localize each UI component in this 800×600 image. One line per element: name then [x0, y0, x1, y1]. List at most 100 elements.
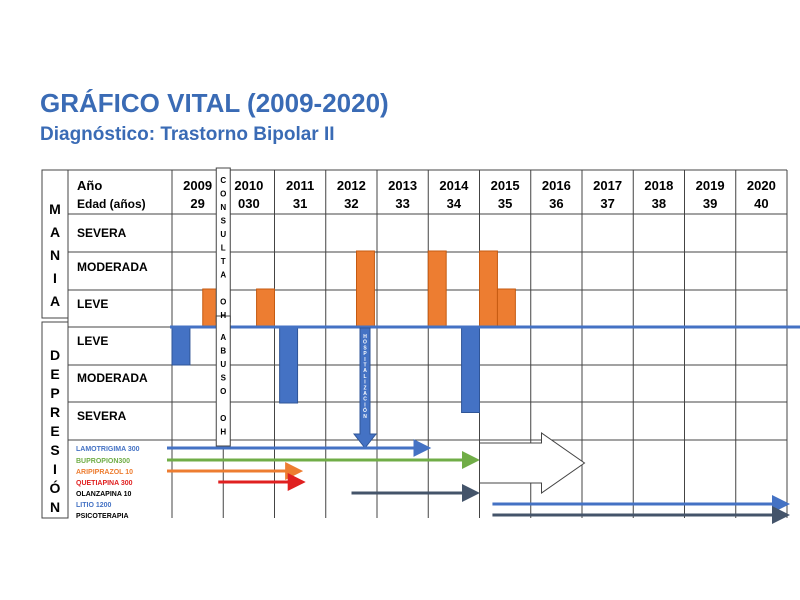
event-letter: T	[363, 363, 366, 369]
treatment-label: PSICOTERAPIA	[76, 513, 129, 520]
age-tick-label: 35	[498, 196, 512, 211]
age-tick-label: 37	[600, 196, 614, 211]
age-tick-label: 40	[754, 196, 768, 211]
depression-side-letter: P	[50, 385, 59, 401]
depression-episode-bar	[171, 326, 191, 366]
severity-level-label: MODERADA	[77, 260, 148, 274]
event-letter: O	[220, 298, 226, 307]
year-tick-label: 2009	[183, 178, 212, 193]
age-tick-label: 38	[652, 196, 666, 211]
depression-episode-bar	[279, 326, 299, 404]
event-letter: H	[220, 428, 226, 437]
event-letter: A	[363, 368, 367, 374]
year-tick-label: 2019	[696, 178, 725, 193]
page-title: GRÁFICO VITAL (2009-2020)	[40, 88, 389, 118]
depression-side-letter: N	[50, 499, 60, 515]
depression-side-letter: S	[50, 442, 59, 458]
event-letter: I	[364, 380, 366, 386]
year-tick-label: 2010	[234, 178, 263, 193]
year-tick-label: 2011	[286, 178, 314, 193]
depression-side-letter: E	[50, 423, 59, 439]
event-letter: N	[363, 414, 367, 420]
severity-level-label: SEVERA	[77, 409, 127, 423]
year-tick-label: 2012	[337, 178, 366, 193]
depression-side-letter: I	[53, 461, 57, 477]
event-letter: U	[220, 360, 226, 369]
event-letter: O	[220, 387, 226, 396]
event-letter: O	[363, 340, 367, 346]
mania-episode-bar	[427, 250, 447, 328]
depression-label-box	[41, 321, 69, 519]
event-letter: T	[221, 257, 226, 266]
event-letter: U	[220, 230, 226, 239]
hospitalization-arrow	[352, 327, 378, 449]
event-letter: N	[220, 203, 226, 212]
mania-side-letter: A	[50, 293, 60, 309]
event-marker	[215, 315, 231, 447]
year-tick-label: 2020	[747, 178, 776, 193]
event-letter: B	[220, 347, 226, 356]
event-letter: P	[363, 351, 367, 357]
age-tick-label: 33	[395, 196, 409, 211]
event-letter: O	[220, 414, 226, 423]
event-letter: I	[364, 357, 366, 363]
event-letter: S	[363, 345, 367, 351]
event-letter: A	[363, 391, 367, 397]
age-tick-label: 36	[549, 196, 563, 211]
event-letter: A	[220, 333, 226, 342]
year-tick-label: 2015	[491, 178, 520, 193]
age-tick-label: 39	[703, 196, 717, 211]
depression-side-letter: Ó	[50, 479, 61, 496]
treatment-label: BUPROPION300	[76, 458, 130, 465]
depression-side-letter: E	[50, 366, 59, 382]
event-letter: A	[220, 271, 226, 280]
treatment-label: QUETIAPINA 300	[76, 480, 133, 487]
event-letter: L	[221, 244, 226, 253]
treatment-label: ARIPIPRAZOL 10	[76, 469, 133, 476]
severity-level-label: LEVE	[77, 297, 108, 311]
depression-side-letter: D	[50, 347, 60, 363]
mania-side-letter: N	[50, 247, 60, 263]
event-letter: C	[363, 397, 367, 403]
age-tick-label: 31	[293, 196, 307, 211]
year-tick-label: 2014	[439, 178, 469, 193]
mania-episode-bar	[356, 250, 375, 328]
age-tick-label: 030	[238, 196, 260, 211]
depression-episode-bar	[461, 326, 480, 413]
treatment-label: LITIO 1200	[76, 502, 112, 509]
psychoeducation-arrow	[479, 432, 586, 494]
severity-level-label: MODERADA	[77, 371, 148, 385]
event-letter: Ó	[363, 406, 367, 414]
treatment-label: OLANZAPINA 10	[76, 491, 131, 498]
event-letter: S	[221, 217, 227, 226]
mania-episode-bar	[256, 288, 275, 328]
depression-side-letter: R	[50, 404, 60, 420]
page-subtitle: Diagnóstico: Trastorno Bipolar II	[40, 124, 335, 145]
age-tick-label: 34	[447, 196, 462, 211]
mania-episode-bar	[496, 288, 516, 328]
event-letter: S	[221, 374, 227, 383]
severity-level-label: SEVERA	[77, 226, 127, 240]
age-tick-label: 29	[190, 196, 204, 211]
year-tick-label: 2016	[542, 178, 571, 193]
event-letter: C	[220, 176, 226, 185]
year-tick-label: 2018	[644, 178, 673, 193]
mania-side-letter: I	[53, 270, 57, 286]
age-tick-label: 32	[344, 196, 358, 211]
event-letter: H	[220, 311, 226, 320]
event-letter: H	[363, 334, 367, 340]
severity-level-label: LEVE	[77, 334, 108, 348]
event-letter: I	[364, 402, 366, 408]
header-age-label: Edad (años)	[77, 197, 146, 211]
mania-side-letter: M	[49, 201, 61, 217]
header-year-label: Año	[77, 178, 102, 193]
mania-episode-bar	[479, 250, 498, 328]
year-tick-label: 2017	[593, 178, 622, 193]
mania-label-box	[41, 169, 69, 319]
event-letter: L	[363, 374, 366, 380]
event-letter: O	[220, 190, 226, 199]
year-tick-label: 2013	[388, 178, 417, 193]
treatment-label: LAMOTRIGIMA 300	[76, 446, 140, 453]
mania-side-letter: A	[50, 224, 60, 240]
